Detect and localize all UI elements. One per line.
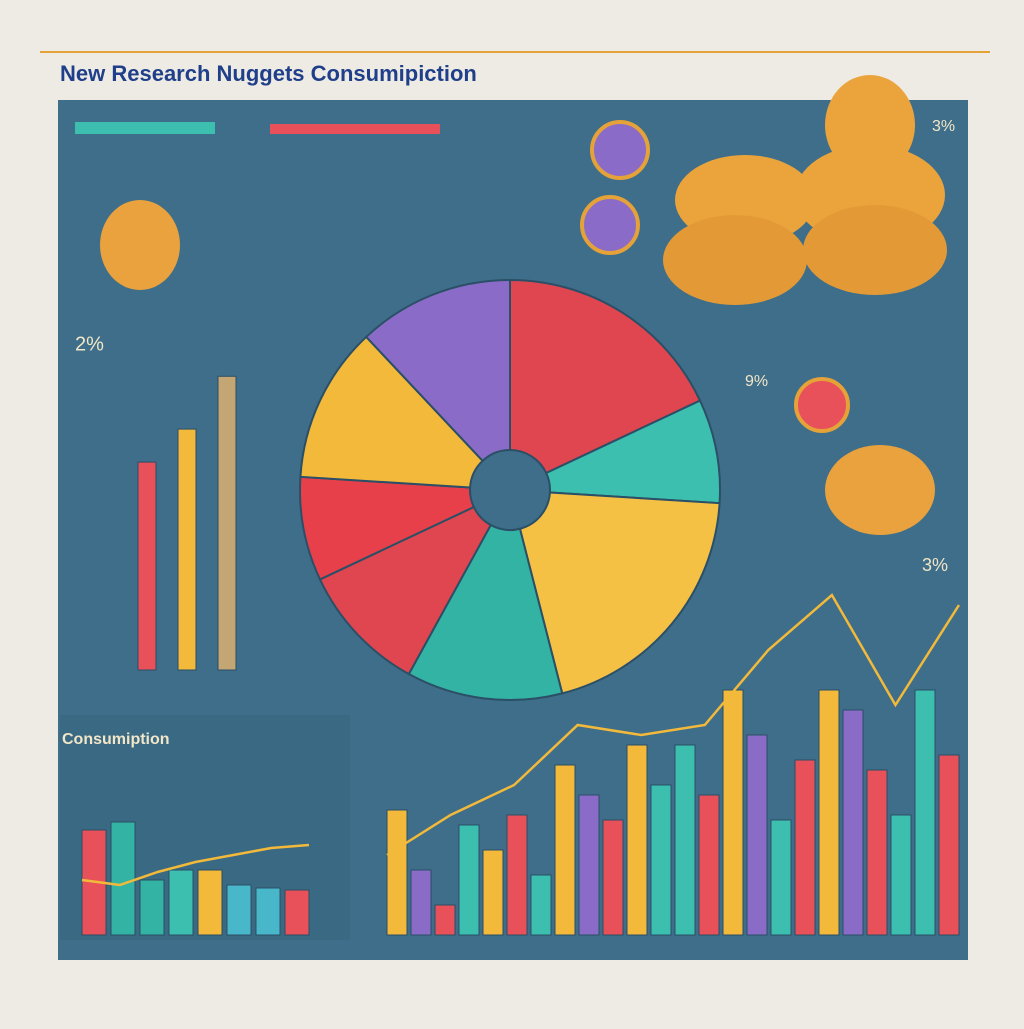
bar xyxy=(626,744,648,936)
nugget xyxy=(825,445,935,535)
bar xyxy=(650,784,672,936)
charts xyxy=(81,278,961,936)
pie-slice xyxy=(544,399,721,505)
pie-slice xyxy=(364,278,511,463)
bar xyxy=(110,821,136,936)
bar xyxy=(794,759,816,936)
legend-strip xyxy=(270,124,440,134)
bar xyxy=(139,879,165,936)
bar xyxy=(410,869,432,936)
bar xyxy=(746,734,768,936)
callout: 3% xyxy=(922,555,948,575)
legend-strip xyxy=(75,122,215,134)
bar xyxy=(177,428,197,671)
bar xyxy=(818,689,840,936)
callout: 9% xyxy=(745,373,768,390)
bar xyxy=(506,814,528,936)
bar xyxy=(458,824,480,936)
bar xyxy=(530,874,552,936)
section-title: Consumiption xyxy=(62,731,170,748)
bar xyxy=(914,689,936,936)
bar xyxy=(137,461,157,671)
pie-slice xyxy=(299,335,485,489)
bar xyxy=(482,849,504,936)
pie-slice xyxy=(407,523,564,701)
bar xyxy=(554,764,576,936)
nugget xyxy=(825,75,915,175)
badge xyxy=(794,377,850,433)
bar xyxy=(842,709,864,936)
bar xyxy=(168,869,194,936)
bar xyxy=(434,904,456,936)
bar xyxy=(602,819,624,936)
pie-slice xyxy=(299,475,476,581)
nugget xyxy=(100,200,180,290)
nugget xyxy=(803,205,947,295)
nugget xyxy=(663,215,807,305)
callout: 2% xyxy=(75,333,104,355)
pie-slice xyxy=(509,278,702,475)
bar xyxy=(255,887,281,936)
pie-slice xyxy=(318,505,493,676)
bar xyxy=(674,744,696,936)
pie-slice xyxy=(518,491,721,695)
callout: 3% xyxy=(932,118,955,135)
bar xyxy=(722,689,744,936)
bar xyxy=(578,794,600,936)
bar xyxy=(890,814,912,936)
bar xyxy=(938,754,960,936)
bar xyxy=(770,819,792,936)
bar xyxy=(284,889,310,936)
trend-line xyxy=(81,843,310,887)
bar xyxy=(197,869,223,936)
badge xyxy=(590,120,650,180)
bar xyxy=(226,884,252,936)
badge xyxy=(580,195,640,255)
trend-line xyxy=(386,593,961,857)
title: New Research Nuggets Consumipiction xyxy=(60,61,477,86)
bar xyxy=(217,375,237,671)
bar xyxy=(698,794,720,936)
bar xyxy=(866,769,888,936)
bar xyxy=(386,809,408,936)
